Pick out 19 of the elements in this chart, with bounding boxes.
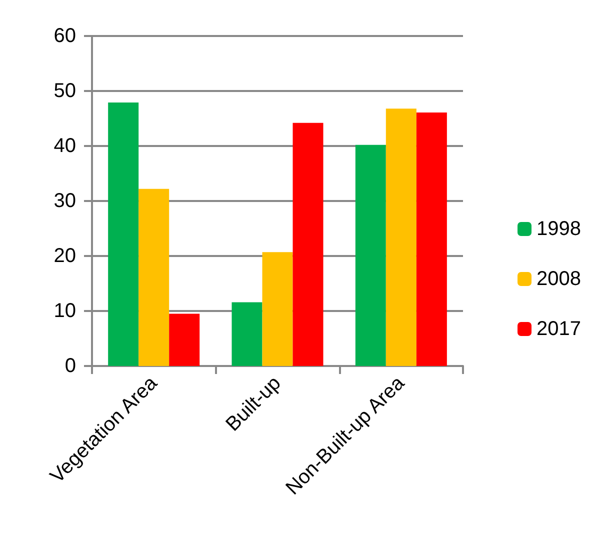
y-tick-label: 0 [64, 355, 76, 377]
bar [138, 188, 170, 366]
y-tick-label: 10 [54, 300, 76, 322]
y-tick-label: 50 [54, 80, 76, 102]
bar [232, 302, 262, 366]
bar [416, 112, 447, 366]
bar [262, 252, 293, 366]
bar [355, 144, 386, 366]
y-tick-label: 60 [54, 25, 76, 47]
bar [386, 108, 416, 366]
legend-label: 1998 [536, 218, 582, 240]
y-tick-label: 40 [54, 135, 76, 157]
y-tick-label: 20 [54, 245, 76, 267]
legend-label: 2008 [536, 268, 582, 290]
bar [169, 314, 200, 366]
y-tick-label: 30 [54, 190, 76, 212]
bar [292, 122, 324, 366]
bar [108, 102, 139, 366]
legend-label: 2017 [536, 318, 582, 340]
